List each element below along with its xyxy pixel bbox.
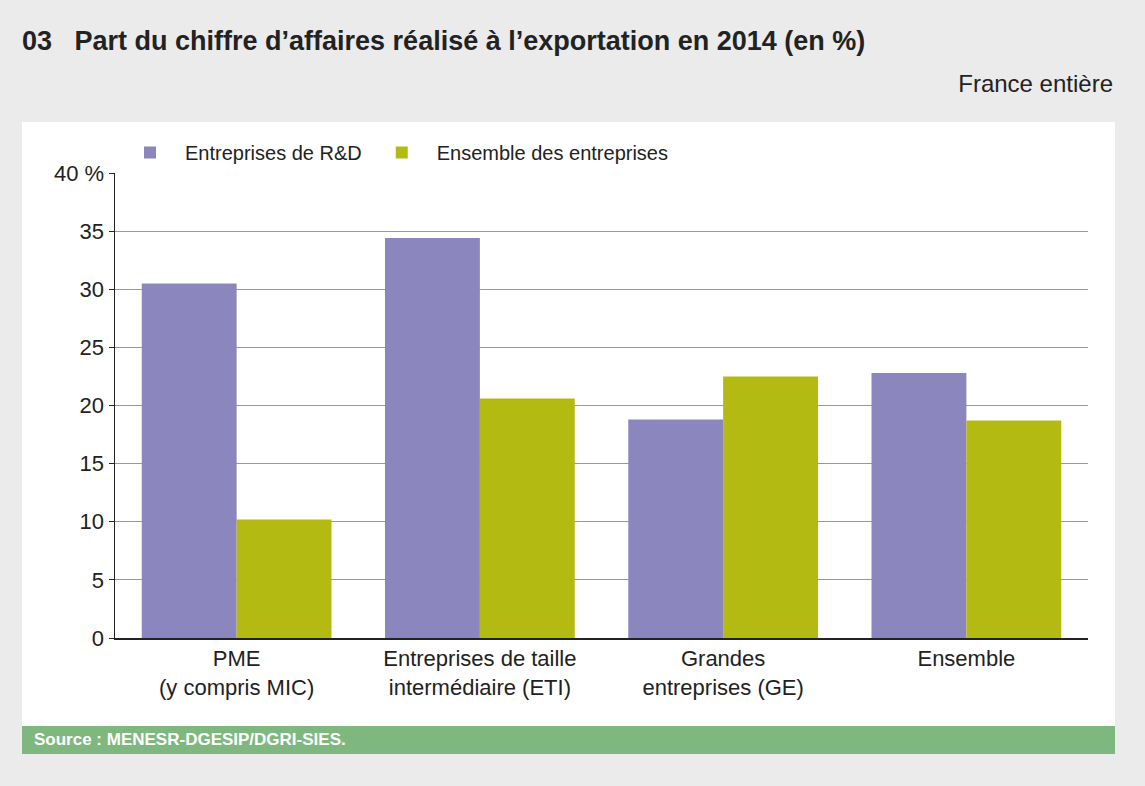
svg-text:Ensemble des entreprises: Ensemble des entreprises [437, 142, 668, 164]
svg-text:15: 15 [80, 451, 104, 476]
svg-text:0: 0 [92, 626, 104, 651]
html-text:Source : MENESR-DGESIP/DGRI-SI: Source : MENESR-DGESIP/DGRI-SIES. [34, 730, 346, 749]
svg-text:30: 30 [80, 277, 104, 302]
svg-text:25: 25 [80, 335, 104, 360]
svg-text:Grandesentreprises (GE): Grandesentreprises (GE) [642, 646, 803, 700]
svg-text:10: 10 [80, 509, 104, 534]
svg-text:Ensemble: Ensemble [917, 646, 1015, 671]
svg-text:Entreprises de R&D: Entreprises de R&D [185, 142, 362, 164]
svg-text:Entreprises de tailleintermédi: Entreprises de tailleintermédiaire (ETI) [383, 646, 576, 700]
svg-text:5: 5 [92, 568, 104, 593]
html-text:03 Part du chiffre d’affaires: 03 Part du chiffre d’affaires réalisé à … [22, 26, 866, 56]
svg-text:35: 35 [80, 219, 104, 244]
svg-text:PME(y compris MIC): PME(y compris MIC) [159, 646, 314, 700]
svg-text:40 %: 40 % [54, 161, 104, 186]
html-text:France entière: France entière [958, 70, 1113, 97]
svg-text:20: 20 [80, 393, 104, 418]
